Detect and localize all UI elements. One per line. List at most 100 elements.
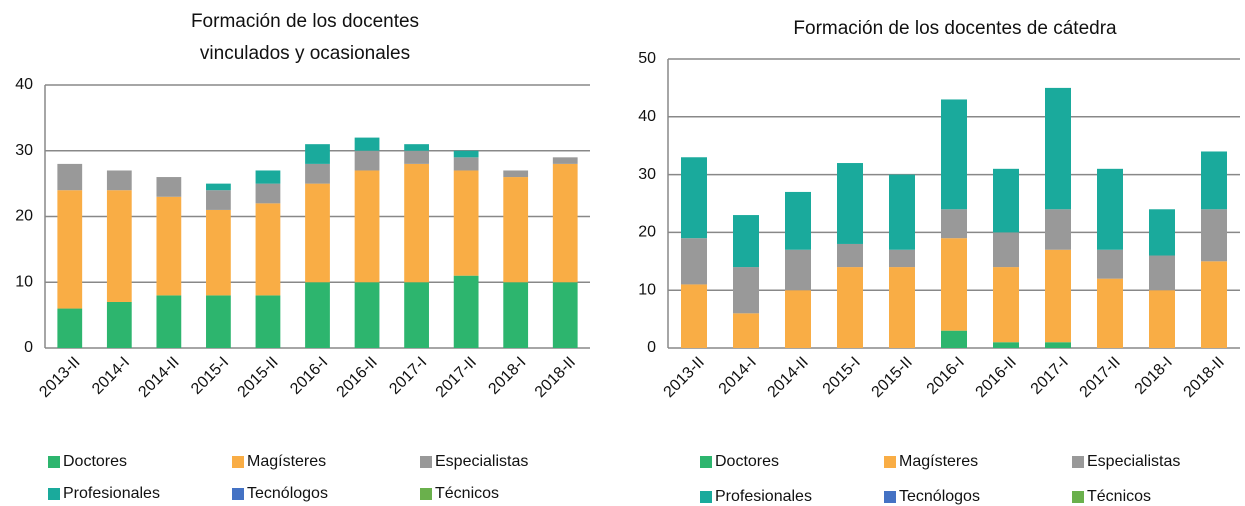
bar-segment <box>255 170 281 184</box>
bar-segment <box>106 190 132 302</box>
legend-swatch <box>884 456 896 468</box>
bar-segment <box>57 308 83 348</box>
x-tick-label: 2018-II <box>532 354 579 401</box>
x-tick-label: 2016-I <box>924 354 968 398</box>
x-tick-label: 2016-I <box>287 354 331 398</box>
bar-segment <box>453 275 479 348</box>
bar-segment <box>503 282 529 348</box>
x-tick-label: 2014-I <box>716 354 760 398</box>
x-tick-label: 2018-I <box>485 354 529 398</box>
bar-segment <box>106 301 132 348</box>
x-tick-label: 2014-I <box>89 354 133 398</box>
legend-swatch <box>1072 491 1084 503</box>
y-tick-label: 20 <box>638 224 656 241</box>
bar-segment <box>941 209 967 239</box>
x-tick-label: 2018-II <box>1181 354 1228 401</box>
bar-segment <box>404 150 429 164</box>
x-tick-label: 2015-II <box>235 354 282 401</box>
y-tick-label: 0 <box>24 339 33 356</box>
bar-segment <box>404 163 429 283</box>
bar-segment <box>1045 249 1071 343</box>
bar-segment <box>785 290 811 348</box>
bar-segment <box>785 191 811 250</box>
legend-label: Magísteres <box>247 453 326 470</box>
y-tick-label: 50 <box>638 50 656 67</box>
bar-segment <box>106 170 132 191</box>
x-tick-label: 2015-I <box>188 354 232 398</box>
bar-segment <box>503 177 529 283</box>
bar-segment <box>993 267 1019 343</box>
bar-segment <box>453 150 479 158</box>
x-tick-label: 2016-II <box>334 354 381 401</box>
y-tick-label: 30 <box>638 166 656 183</box>
x-tick-label: 2015-II <box>869 354 916 401</box>
y-tick-label: 20 <box>15 208 33 225</box>
y-tick-label: 40 <box>15 76 33 93</box>
bar-segment <box>57 190 83 309</box>
bar-segment <box>941 238 967 331</box>
legend-label: Técnicos <box>435 485 499 502</box>
bar-segment <box>354 150 380 171</box>
bar-segment <box>255 203 281 296</box>
bar-segment <box>305 163 330 184</box>
bar-segment <box>1045 87 1071 210</box>
bar-segment <box>255 183 281 204</box>
bar-segment <box>354 170 380 283</box>
legend-label: Magísteres <box>899 453 978 470</box>
bar-segment <box>1201 151 1227 210</box>
legend-swatch <box>1072 456 1084 468</box>
x-tick-label: 2018-I <box>1132 354 1176 398</box>
x-tick-label: 2013-II <box>661 354 708 401</box>
legend-label: Tecnólogos <box>247 485 328 502</box>
bar-segment <box>733 267 759 314</box>
bar-segment <box>993 342 1019 348</box>
bar-segment <box>206 295 231 348</box>
bar-segment <box>733 313 759 348</box>
bar-segment <box>993 232 1019 268</box>
bar-segment <box>681 157 707 239</box>
legend-swatch <box>48 456 60 468</box>
bar-segment <box>1045 342 1071 348</box>
bar-segment <box>733 215 759 268</box>
bar-segment <box>453 170 479 276</box>
x-tick-label: 2017-I <box>1028 354 1072 398</box>
bar-segment <box>681 238 707 285</box>
bar-segment <box>206 183 231 191</box>
bar-segment <box>1201 209 1227 262</box>
bar-segment <box>57 163 83 191</box>
bar-segment <box>354 282 380 348</box>
bar-segment <box>156 177 182 197</box>
x-tick-label: 2015-I <box>820 354 864 398</box>
bar-segment <box>552 163 578 283</box>
bar-segment <box>156 295 182 348</box>
bar-segment <box>503 170 529 178</box>
chart-title: vinculados y ocasionales <box>200 43 410 64</box>
bar-segment <box>785 249 811 291</box>
bar-segment <box>453 157 479 171</box>
y-tick-label: 40 <box>638 108 656 125</box>
legend-swatch <box>700 491 712 503</box>
legend-swatch <box>420 456 432 468</box>
chart-title: Formación de los docentes <box>191 11 419 32</box>
bar-segment <box>681 284 707 348</box>
x-tick-label: 2013-II <box>36 354 83 401</box>
legend-label: Técnicos <box>1087 488 1151 505</box>
legend-swatch <box>420 488 432 500</box>
bar-segment <box>1201 261 1227 348</box>
legend-swatch <box>232 488 244 500</box>
legend-label: Doctores <box>63 453 127 470</box>
bar-segment <box>837 267 863 348</box>
legend-label: Especialistas <box>1087 453 1180 470</box>
bar-segment <box>404 144 429 151</box>
legend-label: Tecnólogos <box>899 488 980 505</box>
legend-swatch <box>48 488 60 500</box>
y-tick-label: 30 <box>15 142 33 159</box>
bar-segment <box>1149 255 1175 291</box>
bar-segment <box>206 190 231 210</box>
bar-segment <box>1149 290 1175 348</box>
bar-segment <box>1097 249 1123 279</box>
y-tick-label: 10 <box>638 281 656 298</box>
legend-swatch <box>884 491 896 503</box>
bar-segment <box>889 267 915 348</box>
bar-segment <box>889 249 915 268</box>
